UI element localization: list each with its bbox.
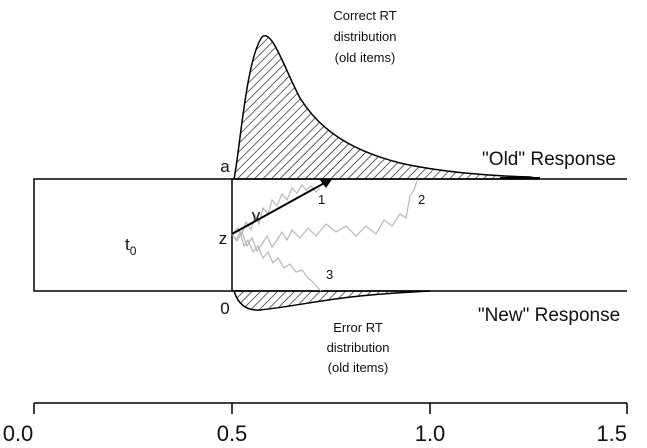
error-rt-distribution: [232, 290, 431, 311]
error-rt-label-line-1: Error RT: [333, 320, 383, 335]
boundary-a-label: a: [220, 157, 230, 176]
t0-label: t0: [125, 235, 137, 258]
error-rt-label-line-2: distribution: [327, 340, 390, 355]
sample-path-3: [231, 230, 322, 292]
drift-arrowhead: [320, 178, 333, 188]
time-axis-tick-label-3: 1.5: [596, 421, 627, 446]
sample-path-1: [231, 183, 321, 238]
correct-rt-label-line-2: distribution: [334, 29, 397, 44]
correct-rt-label-line-3: (old items): [335, 50, 396, 65]
error-rt-label-line-3: (old items): [328, 360, 389, 375]
start-point-z-label: z: [219, 229, 228, 248]
time-axis-tick-label-1: 0.5: [217, 421, 248, 446]
t0-box: [33, 178, 233, 292]
sample-path-2: [231, 180, 418, 253]
path-1-label: 1: [318, 192, 325, 207]
new-response-label: "New" Response: [478, 305, 620, 326]
drift-v-label: v: [252, 206, 261, 225]
t0-label-base: t: [125, 235, 130, 254]
time-axis-tick-label-2: 1.0: [415, 421, 446, 446]
drift-arrow: [231, 180, 329, 235]
boundary-0-label: 0: [220, 299, 229, 318]
t0-label-subscript: 0: [130, 244, 137, 258]
path-2-label: 2: [418, 192, 425, 207]
correct-rt-distribution: [233, 35, 541, 180]
path-3-label: 3: [326, 267, 333, 282]
correct-rt-label-line-1: Correct RT: [333, 8, 396, 23]
old-response-label: "Old" Response: [482, 149, 616, 170]
time-axis-tick-label-0: 0.0: [3, 421, 34, 446]
